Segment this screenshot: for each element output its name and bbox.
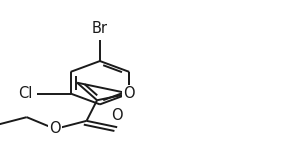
- Text: Br: Br: [92, 21, 108, 36]
- Text: O: O: [111, 108, 123, 123]
- Text: O: O: [49, 122, 61, 136]
- Text: Cl: Cl: [18, 86, 32, 101]
- Text: O: O: [123, 86, 135, 101]
